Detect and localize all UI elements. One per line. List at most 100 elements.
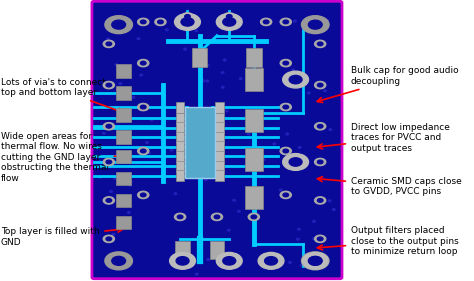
Circle shape xyxy=(329,129,332,130)
Circle shape xyxy=(302,252,328,269)
Circle shape xyxy=(103,197,114,204)
Circle shape xyxy=(105,16,132,34)
Circle shape xyxy=(137,63,140,65)
Circle shape xyxy=(140,74,143,76)
Circle shape xyxy=(174,213,186,221)
Circle shape xyxy=(137,18,149,26)
Circle shape xyxy=(223,257,236,265)
Circle shape xyxy=(315,235,326,243)
Circle shape xyxy=(283,149,289,153)
Circle shape xyxy=(283,20,289,24)
Circle shape xyxy=(195,273,198,275)
Circle shape xyxy=(286,81,289,82)
FancyBboxPatch shape xyxy=(92,1,342,279)
Bar xyxy=(215,151,224,162)
Circle shape xyxy=(184,48,186,50)
Bar xyxy=(116,130,131,144)
Circle shape xyxy=(239,18,242,20)
Circle shape xyxy=(177,215,183,219)
Circle shape xyxy=(227,15,232,18)
Circle shape xyxy=(221,86,224,88)
Bar xyxy=(116,108,131,122)
Bar xyxy=(176,151,184,162)
Circle shape xyxy=(292,69,294,71)
Circle shape xyxy=(155,18,166,26)
Circle shape xyxy=(248,213,259,221)
Circle shape xyxy=(202,80,204,82)
Circle shape xyxy=(318,83,323,87)
Text: Top layer is filled with
GND: Top layer is filled with GND xyxy=(0,227,123,247)
Circle shape xyxy=(313,238,315,239)
Bar xyxy=(245,109,263,132)
Circle shape xyxy=(290,158,292,160)
Bar xyxy=(210,241,224,259)
Bar xyxy=(245,68,263,91)
Circle shape xyxy=(264,20,269,24)
Circle shape xyxy=(137,103,149,111)
Bar xyxy=(215,112,224,124)
Circle shape xyxy=(298,147,301,148)
Circle shape xyxy=(301,252,329,270)
Circle shape xyxy=(228,229,230,231)
Circle shape xyxy=(140,61,146,65)
Circle shape xyxy=(262,159,265,160)
Circle shape xyxy=(216,254,219,256)
Circle shape xyxy=(315,197,326,204)
Bar xyxy=(215,141,224,152)
Circle shape xyxy=(261,18,272,26)
Circle shape xyxy=(326,19,328,21)
Circle shape xyxy=(283,61,289,65)
Circle shape xyxy=(112,256,126,265)
Circle shape xyxy=(106,198,108,200)
Circle shape xyxy=(106,199,112,202)
Circle shape xyxy=(203,65,206,67)
Circle shape xyxy=(309,256,322,265)
Text: Wide open areas for
thermal flow. No wires
cutting the GND layer
obstructing the: Wide open areas for thermal flow. No wir… xyxy=(0,132,127,183)
Circle shape xyxy=(313,221,315,222)
Circle shape xyxy=(152,126,155,128)
Text: Direct low impedance
traces for PVCC and
output traces: Direct low impedance traces for PVCC and… xyxy=(318,123,450,153)
Circle shape xyxy=(223,18,236,26)
Circle shape xyxy=(253,174,255,176)
Circle shape xyxy=(237,210,240,212)
Circle shape xyxy=(106,42,112,46)
Bar xyxy=(246,48,262,67)
Circle shape xyxy=(106,160,112,164)
Circle shape xyxy=(256,148,258,149)
Circle shape xyxy=(185,145,188,147)
Circle shape xyxy=(137,162,139,164)
Bar xyxy=(185,107,215,178)
Circle shape xyxy=(140,193,146,197)
Circle shape xyxy=(112,234,115,235)
Circle shape xyxy=(301,265,303,266)
Circle shape xyxy=(223,59,226,61)
Circle shape xyxy=(255,56,257,58)
Circle shape xyxy=(283,105,289,109)
Bar xyxy=(116,64,131,78)
Circle shape xyxy=(297,238,299,240)
Circle shape xyxy=(181,18,194,26)
Bar xyxy=(245,186,263,209)
Circle shape xyxy=(103,158,114,166)
Circle shape xyxy=(148,152,150,154)
Circle shape xyxy=(137,191,149,199)
Circle shape xyxy=(280,147,292,155)
Bar xyxy=(176,112,184,124)
Circle shape xyxy=(128,212,130,213)
Circle shape xyxy=(214,215,220,219)
Bar xyxy=(176,141,184,152)
Circle shape xyxy=(140,149,146,153)
Circle shape xyxy=(109,191,112,192)
Circle shape xyxy=(328,200,331,201)
Circle shape xyxy=(324,90,326,92)
Circle shape xyxy=(165,29,168,31)
Bar xyxy=(116,216,131,229)
Bar xyxy=(192,48,207,67)
Circle shape xyxy=(99,176,101,178)
Bar xyxy=(176,122,184,133)
Circle shape xyxy=(264,257,277,265)
Circle shape xyxy=(283,71,309,88)
Bar xyxy=(175,241,190,259)
Bar xyxy=(245,148,263,171)
Circle shape xyxy=(176,257,189,265)
